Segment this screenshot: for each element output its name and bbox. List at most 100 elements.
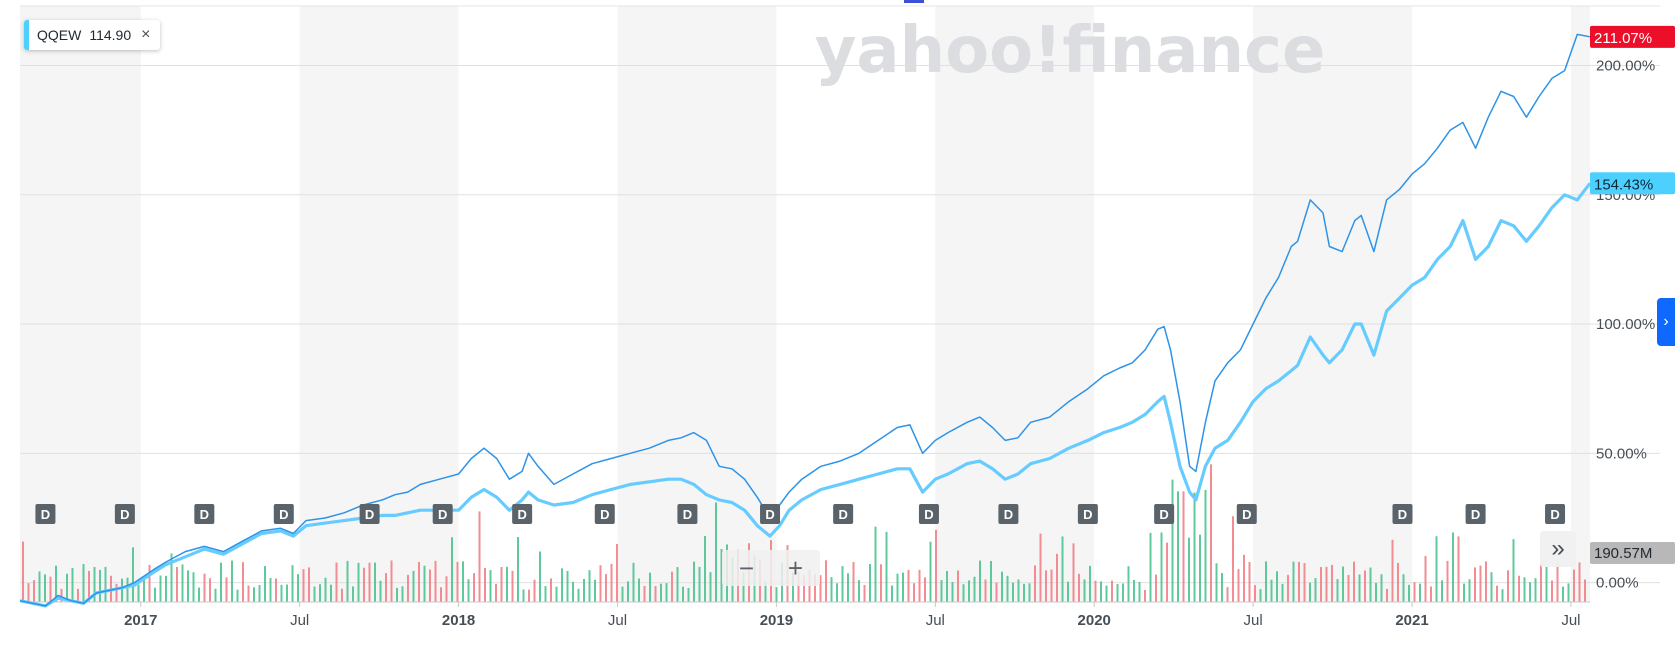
volume-bar xyxy=(1034,565,1036,602)
volume-bar xyxy=(302,569,305,602)
dividend-marker[interactable]: D xyxy=(35,504,56,524)
volume-bar xyxy=(616,543,618,602)
volume-bar xyxy=(528,589,530,602)
volume-bar xyxy=(775,587,778,602)
dividend-marker[interactable]: D xyxy=(918,504,939,524)
legend-chip[interactable]: QQEW 114.90 × xyxy=(24,20,161,50)
volume-bar xyxy=(82,564,85,602)
volume-bar xyxy=(605,574,607,602)
dividend-marker[interactable]: D xyxy=(594,504,615,524)
expand-icon[interactable]: » xyxy=(1540,531,1576,567)
volume-bar xyxy=(792,572,794,602)
volume-bar xyxy=(638,578,640,602)
volume-bar xyxy=(1105,585,1108,602)
dividend-marker[interactable]: D xyxy=(114,504,135,524)
volume-bar xyxy=(1023,583,1025,602)
chevron-right-icon[interactable]: › xyxy=(1657,298,1675,346)
volume-bar xyxy=(682,586,684,602)
volume-bar xyxy=(1358,574,1361,602)
volume-bar xyxy=(1320,567,1322,602)
volume-bar xyxy=(209,578,211,602)
volume-bar xyxy=(220,562,222,602)
shade-band xyxy=(935,6,1095,602)
x-tick-label: 2020 xyxy=(1078,612,1111,629)
volume-bar xyxy=(511,570,514,602)
dividend-marker[interactable]: D xyxy=(194,504,215,524)
dividend-marker[interactable]: D xyxy=(833,504,854,524)
dividend-marker-label: D xyxy=(765,507,774,522)
close-icon[interactable]: × xyxy=(141,26,151,43)
volume-bar xyxy=(649,572,651,602)
volume-bar xyxy=(126,577,129,602)
volume-bar xyxy=(1556,561,1559,602)
dividend-marker[interactable]: D xyxy=(1545,504,1566,524)
dividend-marker[interactable]: D xyxy=(432,504,453,524)
volume-bar xyxy=(71,567,74,602)
period-shading xyxy=(20,6,1590,602)
volume-bar xyxy=(1567,583,1570,602)
volume-bar xyxy=(187,570,189,602)
dividend-marker-box xyxy=(35,504,56,524)
volume-bar xyxy=(55,565,57,602)
dividend-marker[interactable]: D xyxy=(1077,504,1098,524)
volume-bar xyxy=(1056,553,1058,602)
volume-bar xyxy=(1540,562,1542,602)
volume-bar xyxy=(1446,560,1449,602)
volume-bar xyxy=(308,567,310,602)
volume-bar xyxy=(594,579,596,602)
series-line-secondary xyxy=(19,182,1592,608)
dividend-marker[interactable]: D xyxy=(1465,504,1486,524)
volume-bar xyxy=(946,571,948,602)
volume-bar xyxy=(1551,580,1553,602)
dividend-marker-label: D xyxy=(1398,507,1407,522)
dividend-marker[interactable]: D xyxy=(677,504,698,524)
volume-bar xyxy=(401,586,404,602)
volume-bar xyxy=(880,564,882,602)
dividend-marker[interactable]: D xyxy=(273,504,294,524)
volume-bar xyxy=(1490,572,1493,602)
dividend-marker[interactable]: D xyxy=(512,504,533,524)
volume-bar xyxy=(1045,570,1047,602)
volume-bar xyxy=(192,572,195,602)
dividend-marker-box xyxy=(998,504,1019,524)
volume-bar xyxy=(808,570,811,602)
dividend-marker[interactable]: D xyxy=(359,504,380,524)
volume-bar xyxy=(539,551,541,602)
volume-bar xyxy=(115,583,118,602)
dividend-marker[interactable]: D xyxy=(1236,504,1257,524)
y-tick-label: 200.00% xyxy=(1596,57,1655,74)
volume-bar xyxy=(962,584,965,602)
volume-bar xyxy=(1215,563,1218,602)
volume-bar xyxy=(830,577,833,602)
volume-bar xyxy=(588,570,591,602)
dividend-marker[interactable]: D xyxy=(760,504,781,524)
volume-bar xyxy=(621,586,624,602)
volume-bar xyxy=(1122,583,1124,602)
volume-bar xyxy=(159,575,162,602)
dividend-marker[interactable]: D xyxy=(1392,504,1413,524)
volume-bar xyxy=(1001,571,1003,602)
dividend-marker-box xyxy=(194,504,215,524)
volume-bar xyxy=(1545,566,1548,602)
volume-bar xyxy=(500,566,503,602)
x-tick-label: Jul xyxy=(1561,612,1580,629)
dividend-marker-box xyxy=(760,504,781,524)
volume-bar xyxy=(258,585,261,602)
volume-bar xyxy=(566,570,569,602)
volume-bar xyxy=(836,583,838,602)
volume-bar xyxy=(291,565,294,602)
dividend-marker[interactable]: D xyxy=(998,504,1019,524)
volume-bar xyxy=(863,584,866,602)
volume-bar xyxy=(1199,534,1201,602)
zoom-out-button[interactable]: − xyxy=(738,553,755,583)
volume-bar xyxy=(522,589,525,602)
volume-bar xyxy=(440,587,442,602)
zoom-in-button[interactable]: + xyxy=(787,553,804,583)
volume-bar xyxy=(858,580,860,602)
volume-bar xyxy=(1204,489,1207,602)
dividend-marker[interactable]: D xyxy=(1154,504,1175,524)
volume-bar xyxy=(1248,562,1251,602)
volume-bar xyxy=(1353,561,1355,602)
